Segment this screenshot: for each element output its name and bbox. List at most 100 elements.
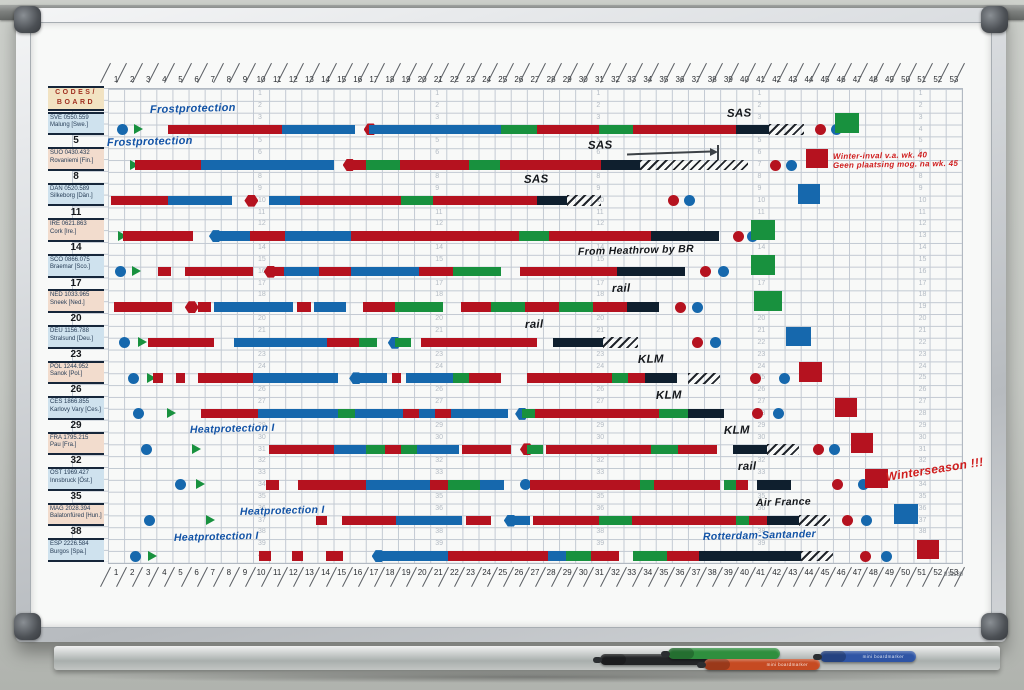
station-code: IRE 0621.863 — [50, 221, 87, 228]
magnet-bar-red — [447, 551, 548, 561]
magnet-bar-red — [157, 266, 171, 277]
annotation-text: SAS — [523, 173, 549, 187]
grid-row-number: 8 — [258, 172, 262, 180]
grid-row-number: 11 — [918, 208, 926, 216]
magnet-bar-red — [462, 444, 511, 454]
week-number-bottom: 26 — [514, 568, 524, 577]
week-number-top: 16 — [353, 75, 363, 84]
week-number-top: 15 — [337, 75, 347, 84]
magnet-bar-red — [325, 551, 344, 561]
magnet-bar-red — [536, 124, 600, 135]
grid-row-number: 38 — [258, 528, 266, 536]
magnet-bar-green — [452, 266, 502, 277]
week-number-top: 32 — [611, 75, 620, 84]
grid-row-number: 10 — [757, 196, 766, 204]
season-square-blue — [797, 184, 821, 204]
grid-row-number: 24 — [596, 362, 605, 370]
week-number-top: 8 — [226, 75, 232, 84]
station-place: Cork [Ire.] — [50, 228, 77, 235]
week-number-bottom: 3 — [146, 568, 151, 577]
magnet-bar-red — [435, 408, 452, 419]
grid-row-number: 31 — [918, 445, 927, 453]
week-number-top: 7 — [210, 75, 215, 84]
magnet-bar-red — [201, 408, 258, 419]
week-number-bottom: 9 — [242, 568, 248, 577]
grid-row-number: 26 — [435, 386, 444, 394]
grid-row-number: 20 — [258, 315, 266, 323]
annotation-text: SAS — [726, 107, 752, 121]
week-number-bottom: 7 — [210, 568, 215, 577]
grid-row-number: 33 — [258, 469, 266, 477]
annotation-text: KLM — [655, 389, 682, 402]
magnet-bar-red — [736, 480, 748, 490]
week-number-top: 10 — [256, 75, 266, 84]
week-number-top: 53 — [949, 75, 959, 84]
magnet-bar-green — [447, 480, 481, 490]
annotation-text: rail — [737, 460, 757, 474]
grid-row-number: 32 — [596, 457, 605, 465]
station-card: ÖST 1969.427 Innsbruck [Öst.] — [48, 467, 104, 491]
grid-row-number: 6 — [918, 149, 923, 157]
week-number-top: 24 — [482, 75, 492, 84]
week-number-top: 41 — [756, 75, 766, 84]
magnet-dot-blue — [519, 479, 531, 491]
magnet-bar-blue — [354, 408, 403, 419]
station-place: Stralsund [Deu.] — [50, 335, 94, 342]
week-number-top: 22 — [446, 60, 462, 86]
week-number-bottom: 51 — [917, 568, 927, 577]
station-place: Sanok [Pol.] — [50, 371, 83, 378]
grid-row-number: 38 — [918, 528, 927, 536]
grid-row-number: 15 — [258, 255, 266, 263]
start-triangle-icon — [132, 266, 141, 277]
magnet-bar-green — [723, 480, 737, 490]
magnet-bar-red — [315, 515, 328, 526]
grid-row-number: 14 — [918, 244, 927, 252]
magnet-hex-red — [244, 194, 259, 207]
grid-row-number: 5 — [596, 137, 601, 145]
marker-pen: mini boardmarker — [813, 651, 916, 662]
magnet-dot-red — [751, 408, 763, 420]
magnet-bar-red — [167, 124, 282, 135]
grid-row-number: 2 — [757, 101, 762, 109]
magnet-dot-blue — [772, 408, 784, 420]
grid-row-number: 29 — [258, 421, 266, 429]
week-number-top: 1 — [113, 75, 119, 84]
grid-row-number: 28 — [918, 409, 927, 417]
week-number-bottom: 6 — [194, 568, 199, 577]
magnet-bar-red — [249, 231, 286, 241]
annotation-text: KLM — [723, 424, 750, 438]
grid-row-number: 10 — [258, 196, 266, 204]
magnet-bar-red — [175, 373, 186, 383]
grid-row-number: 16 — [258, 267, 266, 275]
magnet-bar-green — [599, 124, 634, 135]
grid-row-number: 36 — [757, 504, 766, 512]
magnet-dot-red — [732, 230, 744, 242]
grid-row-number: 16 — [918, 267, 927, 275]
magnet-bar-red — [135, 160, 202, 170]
grid-row-number: 3 — [258, 113, 262, 121]
magnet-bar-green — [612, 373, 629, 383]
station-place: Burgos [Spa.] — [50, 548, 87, 555]
season-square-red — [799, 362, 822, 382]
grid-row-number: 9 — [918, 184, 923, 192]
grid-row-number: 35 — [258, 492, 266, 500]
codes-label-line2: BOARD — [56, 99, 96, 106]
grid-row-number: 21 — [757, 327, 766, 334]
station-card: NED 1033.965 Sneek [Ned.] — [48, 289, 104, 314]
week-number-top: 12 — [285, 60, 301, 86]
grid-row-number: 24 — [435, 362, 444, 370]
magnet-bar-red — [349, 160, 366, 170]
magnet-bar-navy — [617, 266, 685, 277]
pen-nib — [661, 650, 670, 657]
magnet-bar-red — [198, 373, 253, 383]
magnet-dot-blue — [129, 550, 141, 562]
magnet-bar-blue — [333, 444, 366, 454]
week-number-top: 36 — [675, 75, 685, 84]
magnet-bar-green — [633, 551, 668, 561]
magnet-bar-red — [465, 515, 492, 526]
grid-row-number: 36 — [258, 504, 266, 512]
week-number-bottom: 30 — [578, 568, 588, 577]
magnet-dot-blue — [779, 372, 791, 384]
magnet-dot-blue — [175, 479, 186, 491]
